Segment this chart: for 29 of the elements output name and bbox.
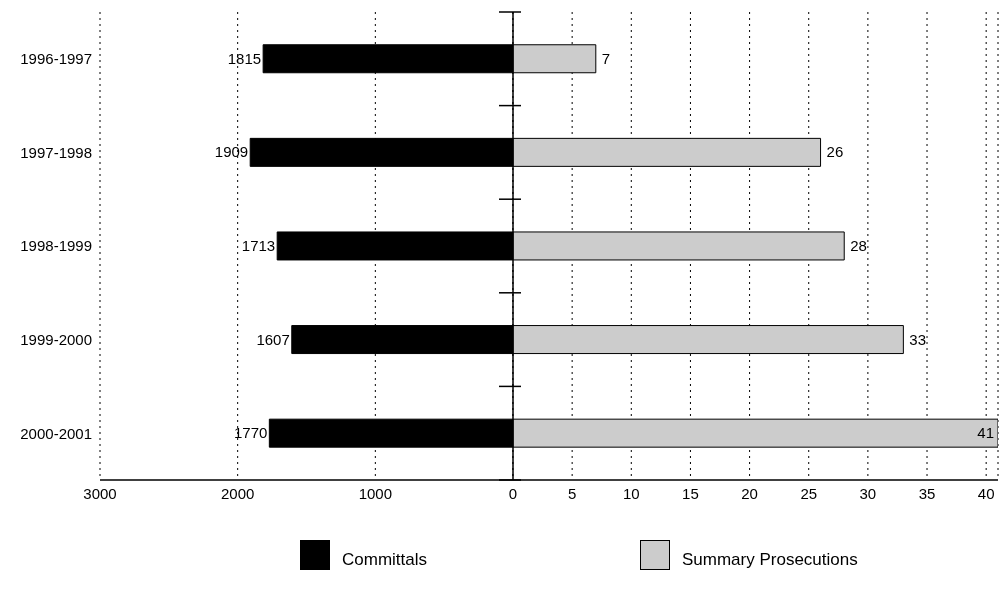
data-label: 28 — [850, 236, 867, 254]
y-tick-label: 1999-2000 — [20, 330, 92, 348]
data-label: 1607 — [256, 330, 290, 348]
data-label: 7 — [601, 49, 611, 67]
y-tick-label: 1998-1999 — [20, 237, 92, 255]
data-label: 26 — [826, 143, 844, 161]
data-label: 1713 — [241, 236, 276, 254]
x-tick-label: 10 — [622, 484, 640, 502]
data-label: 41 — [977, 424, 994, 442]
data-label: 1770 — [233, 424, 268, 442]
x-tick-label: 30 — [859, 484, 877, 502]
data-label: 1909 — [214, 143, 249, 161]
x-tick-label: 20 — [741, 484, 758, 502]
data-label: 33 — [909, 330, 927, 348]
x-tick-label: 35 — [918, 484, 936, 502]
x-tick-label: 5 — [567, 484, 577, 502]
x-tick-label: 1000 — [358, 484, 393, 502]
x-tick-label: 2000 — [220, 484, 255, 502]
legend-label: Summary Prosecutions — [682, 550, 858, 570]
y-tick-label: 1997-1998 — [20, 143, 92, 161]
x-tick-label: 40 — [977, 484, 995, 502]
x-tick-label: 3000 — [83, 484, 117, 502]
y-tick-label: 1996-1997 — [20, 50, 92, 68]
x-tick-label: 0 — [508, 484, 518, 502]
y-tick-label: 2000-2001 — [20, 424, 92, 442]
data-label: 1815 — [227, 49, 262, 67]
x-tick-label: 15 — [682, 484, 699, 502]
legend-label: Committals — [342, 550, 428, 570]
x-tick-label: 25 — [800, 484, 818, 502]
